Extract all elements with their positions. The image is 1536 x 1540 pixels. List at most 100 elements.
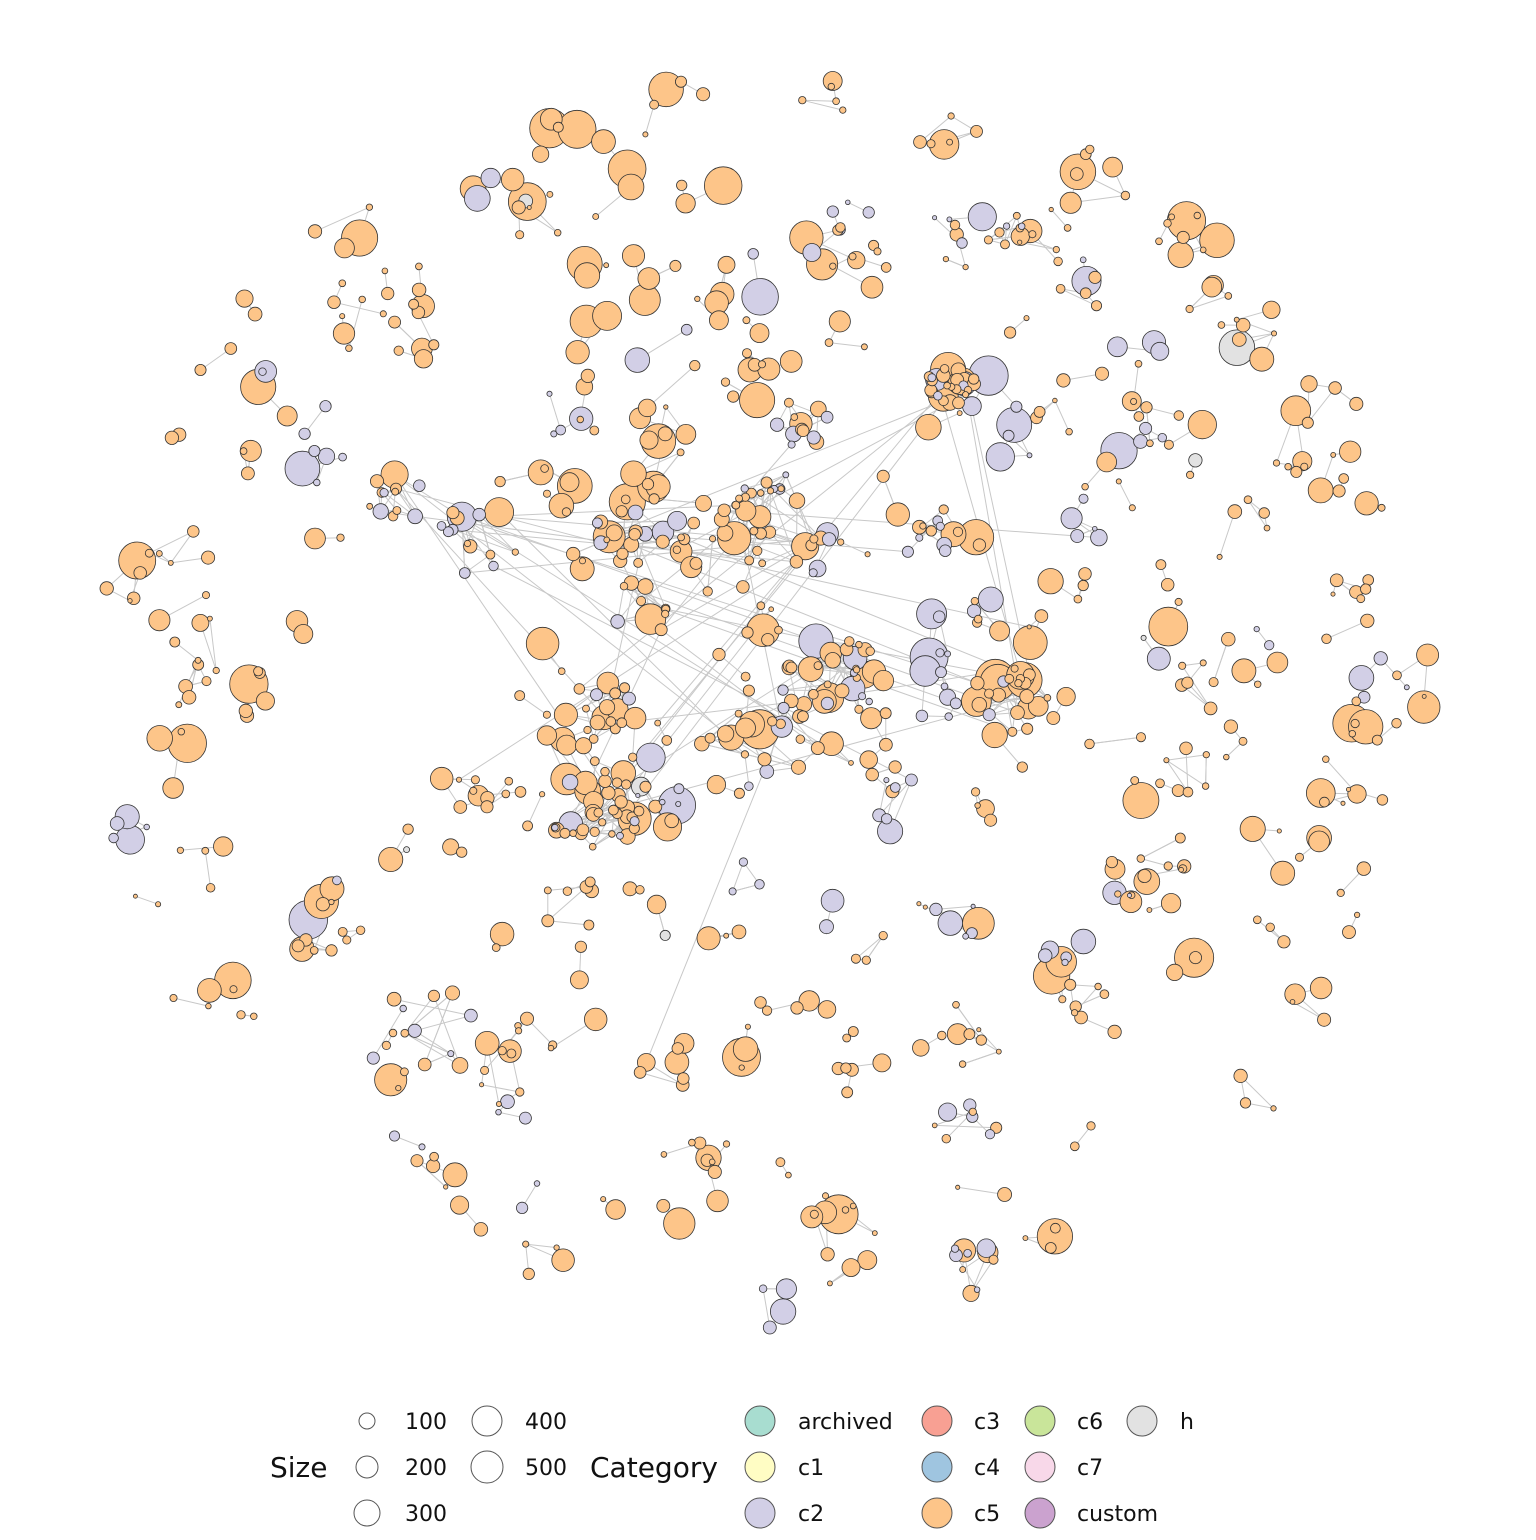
- network-node-c5: [972, 697, 987, 712]
- network-node-c5: [1131, 777, 1139, 785]
- network-node-c5: [818, 1001, 836, 1019]
- network-node-c5: [1059, 996, 1066, 1003]
- network-node-c5: [444, 1185, 448, 1189]
- network-node-c2: [941, 683, 948, 690]
- network-node-c5: [202, 677, 211, 686]
- network-node-c5: [1053, 246, 1059, 252]
- network-node-c5: [1186, 471, 1193, 478]
- network-node-c5: [866, 647, 875, 656]
- network-node-c5: [516, 231, 524, 239]
- network-node-c5: [971, 125, 983, 137]
- network-node-c5: [1066, 428, 1073, 435]
- network-node-c5: [664, 1208, 695, 1239]
- network-edge: [373, 1009, 403, 1059]
- network-node-c5: [737, 581, 750, 594]
- network-node-c2: [636, 743, 665, 772]
- network-node-c5: [853, 667, 859, 673]
- network-node-c5: [554, 229, 561, 236]
- network-node-c5: [411, 1155, 423, 1167]
- network-node-c5: [757, 602, 765, 610]
- size-legend-label: 100: [405, 1410, 447, 1435]
- network-node-c5: [346, 345, 353, 352]
- network-node-c5: [584, 1008, 607, 1031]
- network-node-c5: [713, 648, 725, 660]
- network-node-h: [1189, 454, 1202, 467]
- network-node-c2: [770, 418, 783, 431]
- network-node-c2: [821, 411, 833, 423]
- network-node-c2: [763, 1321, 776, 1334]
- network-node-c5: [1018, 240, 1022, 244]
- network-node-c2: [259, 368, 267, 376]
- network-node-c5: [1175, 833, 1185, 843]
- network-node-c5: [128, 599, 132, 603]
- network-node-c2: [1147, 647, 1170, 670]
- network-node-c5: [620, 683, 630, 693]
- network-node-c5: [553, 122, 563, 132]
- network-node-c5: [241, 467, 254, 480]
- network-node-c2: [820, 920, 834, 934]
- network-edge: [1055, 401, 1069, 432]
- network-node-c5: [1250, 347, 1274, 371]
- network-node-c2: [859, 693, 866, 700]
- network-node-c5: [917, 902, 921, 906]
- network-node-c5: [457, 847, 467, 857]
- network-node-c2: [974, 1287, 980, 1293]
- network-node-c2: [748, 249, 759, 260]
- network-node-c5: [544, 887, 551, 894]
- network-node-c5: [811, 742, 824, 755]
- network-node-c5: [1023, 1236, 1028, 1241]
- network-node-c5: [1209, 678, 1218, 687]
- network-node-c5: [833, 98, 840, 105]
- network-node-c5: [1082, 483, 1089, 490]
- network-node-c5: [600, 700, 615, 715]
- network-node-c5: [661, 1152, 667, 1158]
- network-node-c5: [1108, 1025, 1121, 1038]
- network-node-c2: [936, 667, 947, 678]
- network-node-c5: [1204, 702, 1217, 715]
- network-node-c5: [616, 506, 627, 517]
- network-node-c5: [736, 495, 743, 502]
- network-node-c5: [505, 777, 513, 785]
- network-node-c5: [570, 971, 588, 989]
- network-node-c5: [1340, 441, 1361, 462]
- category-legend-swatch-c6: [1025, 1406, 1055, 1436]
- network-node-c5: [202, 592, 209, 599]
- network-node-c5: [1161, 578, 1174, 591]
- network-node-c5: [1131, 398, 1137, 404]
- network-node-c5: [409, 299, 419, 309]
- category-legend-swatch-c1: [745, 1452, 775, 1482]
- network-node-c2: [333, 876, 342, 885]
- network-node-c5: [475, 1031, 499, 1055]
- network-node-c2: [144, 824, 150, 830]
- category-legend-label-custom: custom: [1077, 1502, 1158, 1527]
- network-node-c2: [299, 428, 310, 439]
- network-node-c5: [1149, 607, 1188, 646]
- network-node-c5: [495, 476, 505, 486]
- network-node-c5: [418, 1058, 431, 1071]
- network-node-c2: [681, 324, 692, 335]
- network-node-c5: [168, 560, 173, 565]
- network-node-c5: [133, 894, 137, 898]
- network-node-c5: [880, 738, 893, 751]
- network-node-c5: [824, 681, 831, 688]
- network-node-c5: [1350, 397, 1363, 410]
- network-node-c2: [1091, 529, 1108, 546]
- network-node-c5: [879, 931, 887, 939]
- network-node-c5: [618, 174, 644, 200]
- network-node-c5: [745, 1024, 750, 1029]
- network-node-c5: [237, 1011, 245, 1019]
- network-node-c5: [789, 493, 805, 509]
- network-node-c5: [629, 753, 637, 761]
- network-node-c5: [964, 1029, 975, 1040]
- network-node-c5: [145, 549, 153, 557]
- network-node-c5: [1156, 779, 1165, 788]
- network-node-c5: [862, 956, 870, 964]
- network-node-c5: [1029, 231, 1036, 238]
- network-node-c5: [165, 431, 178, 444]
- network-node-c5: [860, 751, 878, 769]
- network-node-c5: [528, 460, 553, 485]
- network-node-c5: [971, 677, 984, 690]
- network-node-c2: [916, 534, 923, 541]
- network-node-c5: [695, 296, 700, 301]
- network-node-c5: [236, 290, 253, 307]
